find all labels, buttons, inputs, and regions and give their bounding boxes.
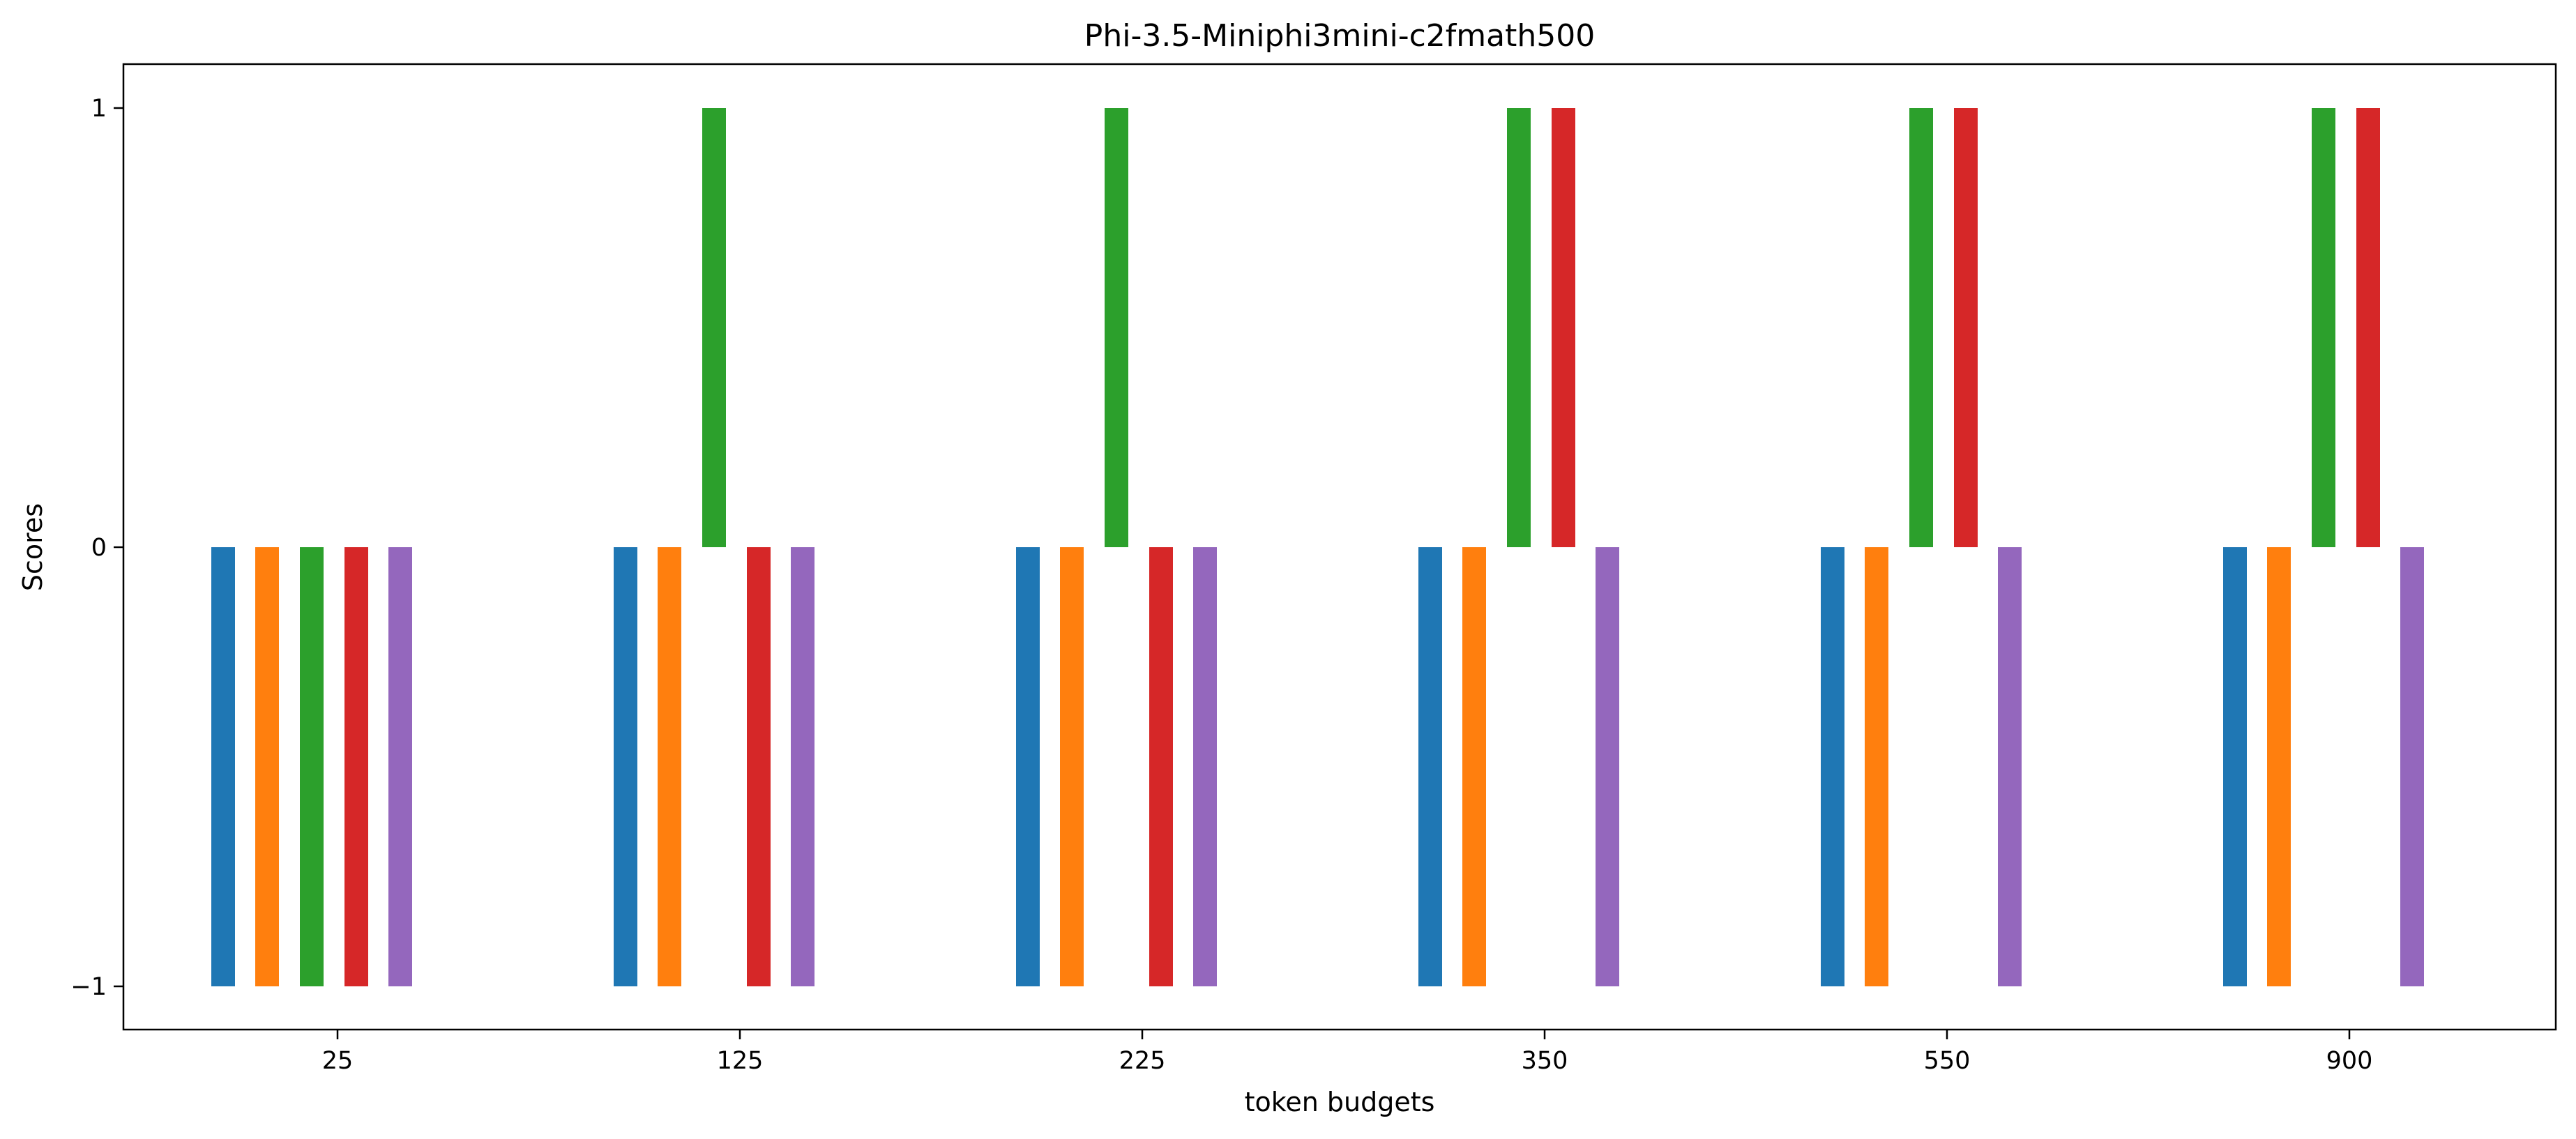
y-tick-label: −1 bbox=[70, 973, 107, 1001]
bar-series4-350 bbox=[1552, 108, 1575, 547]
bar-series5-900 bbox=[2400, 547, 2424, 986]
bar-series3-900 bbox=[2312, 108, 2335, 547]
bar-series5-225 bbox=[1193, 547, 1217, 986]
chart-title: Phi-3.5-Miniphi3mini-c2fmath500 bbox=[1084, 18, 1595, 54]
bar-series1-125 bbox=[614, 547, 637, 986]
x-axis: 25 125 225 350 550 900 bbox=[322, 1030, 2373, 1075]
bar-series3-125 bbox=[702, 108, 726, 547]
bars-group bbox=[211, 108, 2424, 986]
x-tick-label: 225 bbox=[1119, 1047, 1166, 1075]
x-tick-label: 25 bbox=[322, 1047, 354, 1075]
bar-series2-225 bbox=[1060, 547, 1084, 986]
bar-series4-125 bbox=[747, 547, 771, 986]
bar-series5-350 bbox=[1596, 547, 1619, 986]
bar-series5-550 bbox=[1998, 547, 2022, 986]
bar-series1-350 bbox=[1418, 547, 1442, 986]
bar-series3-550 bbox=[1909, 108, 1933, 547]
bar-series5-25 bbox=[388, 547, 412, 986]
x-tick-label: 550 bbox=[1924, 1047, 1971, 1075]
bar-series2-550 bbox=[1865, 547, 1888, 986]
bar-series4-900 bbox=[2356, 108, 2380, 547]
bar-series1-900 bbox=[2223, 547, 2247, 986]
bar-series4-225 bbox=[1149, 547, 1173, 986]
bar-series4-25 bbox=[344, 547, 368, 986]
x-axis-label: token budgets bbox=[1245, 1087, 1435, 1117]
x-tick-label: 350 bbox=[1522, 1047, 1568, 1075]
y-tick-label: 1 bbox=[91, 95, 107, 123]
bar-series3-25 bbox=[300, 547, 324, 986]
bar-series3-350 bbox=[1507, 108, 1531, 547]
bar-series1-225 bbox=[1016, 547, 1040, 986]
y-axis: −1 0 1 bbox=[70, 95, 123, 1001]
y-tick-label: 0 bbox=[91, 534, 107, 562]
bar-series2-900 bbox=[2267, 547, 2291, 986]
bar-series1-25 bbox=[211, 547, 235, 986]
bar-series2-350 bbox=[1462, 547, 1486, 986]
y-axis-label: Scores bbox=[17, 503, 48, 591]
bar-series3-225 bbox=[1105, 108, 1128, 547]
bar-series2-125 bbox=[658, 547, 681, 986]
bar-series4-550 bbox=[1954, 108, 1978, 547]
bar-series1-550 bbox=[1821, 547, 1844, 986]
x-tick-label: 125 bbox=[717, 1047, 764, 1075]
plot-frame bbox=[122, 63, 2557, 1031]
bar-series2-25 bbox=[255, 547, 279, 986]
x-tick-label: 900 bbox=[2326, 1047, 2373, 1075]
bar-series5-125 bbox=[791, 547, 815, 986]
